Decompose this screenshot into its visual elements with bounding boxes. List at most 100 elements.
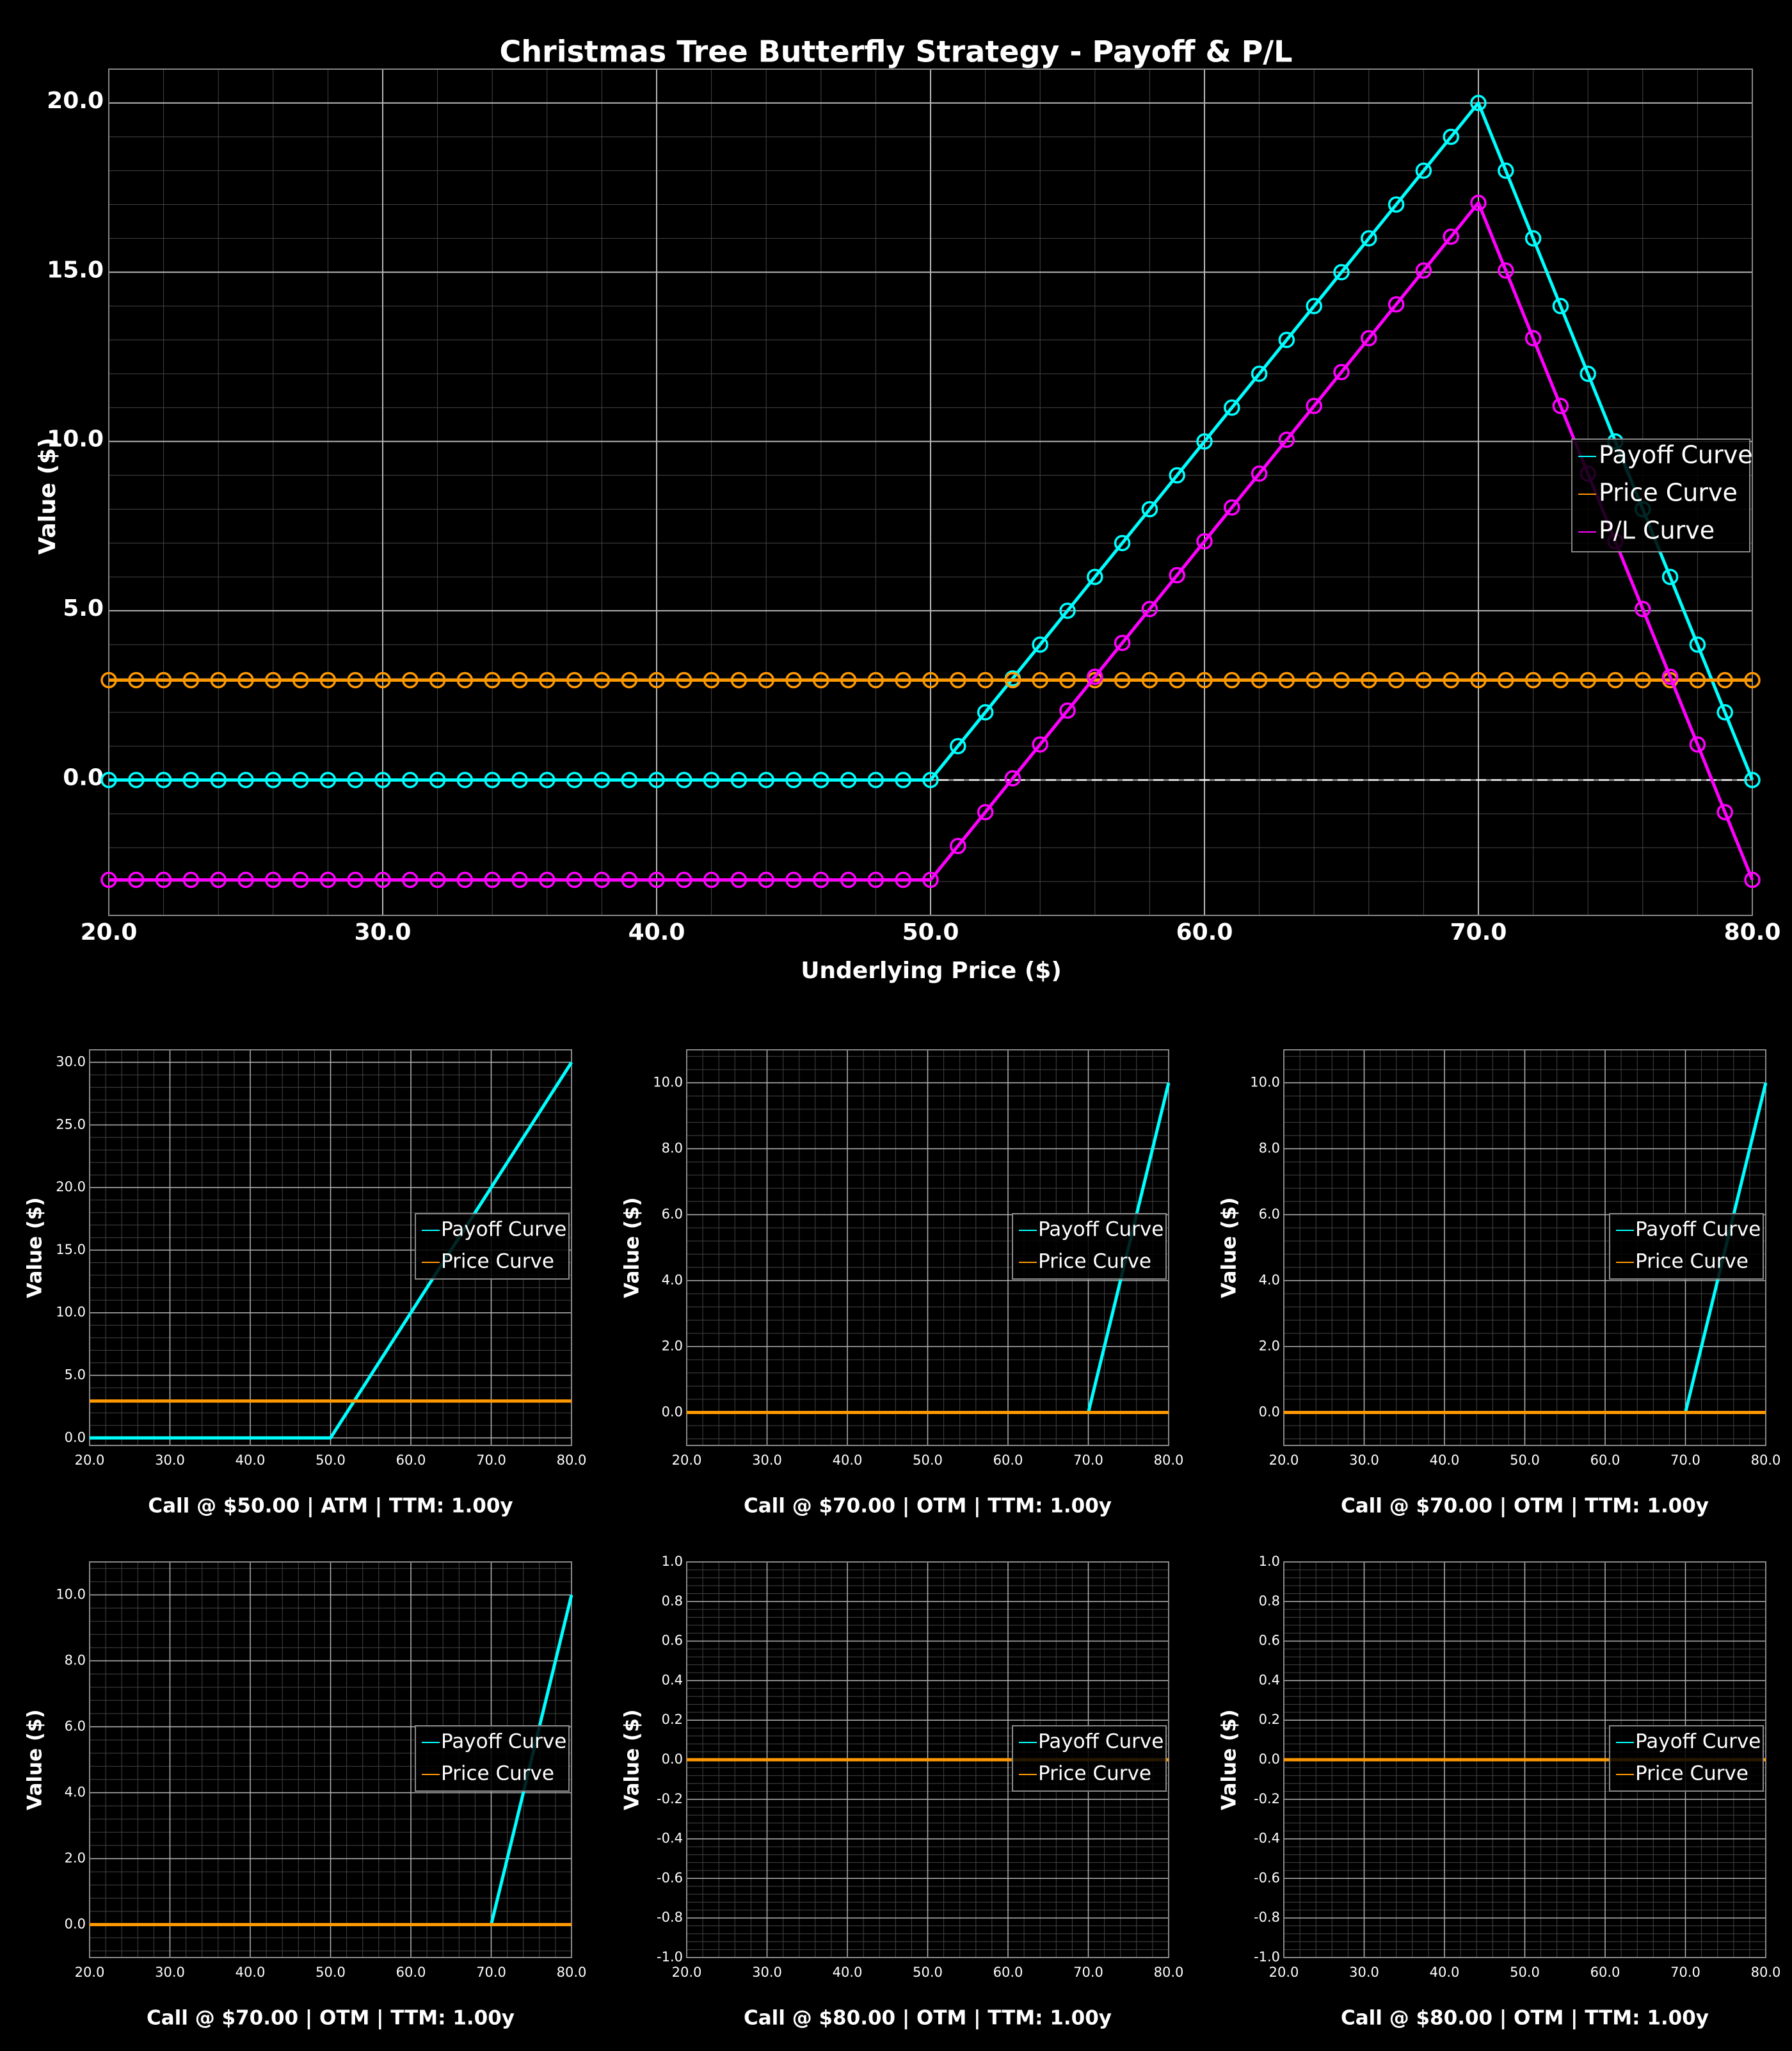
data-point-marker — [1388, 296, 1405, 313]
x-tick-label: 30.0 — [752, 1965, 782, 1980]
x-tick-label: 50.0 — [1510, 1965, 1540, 1980]
series-line-0 — [90, 1061, 573, 1440]
data-point-marker — [1744, 672, 1761, 689]
y-tick-label: 2.0 — [662, 1339, 683, 1354]
data-point-marker — [703, 771, 720, 789]
chart-5: 20.0 30.0 40.0 50.0 60.0 70.0 80.0 -1.0 -0.8 -0.6… — [621, 1554, 1184, 2030]
x-tick-label: 60.0 — [993, 1452, 1023, 1468]
y-tick-label: 0.8 — [1259, 1593, 1280, 1609]
plot-frame — [686, 1049, 1169, 1446]
legend: Payoff Curve Price Curve — [1609, 1725, 1764, 1792]
data-point-marker — [621, 871, 637, 889]
data-point-marker — [265, 672, 282, 689]
data-point-marker — [593, 871, 611, 889]
y-tick-label: -0.6 — [657, 1870, 683, 1885]
y-tick-label: 2.0 — [65, 1851, 86, 1866]
y-tick-label: 0.6 — [662, 1633, 683, 1648]
y-axis-label: Value ($) — [621, 1709, 644, 1810]
plot-frame — [89, 1049, 572, 1446]
y-tick-label: 10.0 — [653, 1075, 683, 1090]
chart-4: 20.0 30.0 40.0 50.0 60.0 70.0 80.0 0.0 2.0 4.0 6.0… — [24, 1561, 586, 2030]
x-tick-label: 60.0 — [1590, 1965, 1620, 1980]
data-point-marker — [347, 871, 364, 889]
y-tick-label: -1.0 — [657, 1949, 683, 1965]
data-point-marker — [1443, 129, 1459, 145]
data-point-marker — [456, 771, 474, 789]
x-tick-label: 40.0 — [833, 1965, 863, 1980]
data-point-marker — [511, 871, 528, 889]
data-point-marker — [1716, 803, 1733, 821]
data-point-marker — [593, 672, 611, 689]
y-tick-label: -0.8 — [657, 1910, 683, 1925]
y-tick-label: 0.2 — [1259, 1712, 1280, 1727]
data-point-marker — [867, 871, 884, 889]
data-point-marker — [676, 871, 692, 889]
data-point-marker — [210, 871, 227, 889]
y-tick-label: 0.4 — [662, 1672, 683, 1687]
data-point-marker — [539, 672, 556, 689]
legend-box — [1571, 438, 1750, 552]
legend-label: Payoff Curve — [441, 1218, 566, 1241]
data-point-marker — [1661, 568, 1679, 585]
data-point-marker — [1196, 672, 1213, 689]
y-tick-label: 30.0 — [56, 1054, 86, 1070]
chart-title: Christmas Tree Butterfly Strategy - Payo… — [500, 35, 1293, 69]
data-point-marker — [922, 771, 939, 789]
data-point-marker — [1443, 229, 1459, 245]
legend-box — [1609, 1725, 1764, 1792]
x-tick-label: 20.0 — [1269, 1965, 1299, 1980]
data-point-marker — [100, 871, 117, 889]
data-point-marker — [1689, 636, 1706, 653]
data-point-marker — [128, 871, 145, 889]
data-point-marker — [1333, 364, 1350, 381]
legend-label: Payoff Curve — [1635, 1218, 1761, 1241]
data-point-marker — [730, 771, 748, 789]
y-axis-label: Value ($) — [35, 437, 61, 554]
x-tick-label: 80.0 — [1154, 1452, 1184, 1468]
data-point-marker — [1196, 533, 1213, 550]
data-point-marker — [1524, 672, 1542, 689]
legend: Payoff Curve Price Curve — [415, 1725, 570, 1792]
data-point-marker — [237, 871, 254, 889]
x-tick-label: 70.0 — [1073, 1452, 1103, 1468]
legend-box — [1012, 1725, 1167, 1792]
x-tick-label: 60.0 — [396, 1965, 426, 1980]
x-tick-label: 30.0 — [155, 1965, 185, 1980]
legend-label: Payoff Curve — [1635, 1730, 1761, 1753]
data-point-marker — [1141, 600, 1158, 618]
data-point-marker — [977, 672, 994, 689]
legend: Payoff Curve Price Curve — [415, 1213, 570, 1280]
x-tick-label: 20.0 — [81, 919, 138, 945]
data-point-marker — [402, 871, 419, 889]
data-point-marker — [977, 704, 994, 721]
data-point-marker — [1306, 672, 1322, 689]
y-tick-label: -0.8 — [1254, 1910, 1280, 1925]
y-tick-label: 4.0 — [65, 1785, 86, 1800]
data-point-marker — [539, 871, 556, 889]
y-tick-label: 10.0 — [56, 1305, 86, 1320]
x-tick-label: 70.0 — [1073, 1965, 1103, 1980]
x-tick-label: 30.0 — [355, 919, 412, 945]
x-tick-label: 50.0 — [316, 1452, 346, 1468]
data-point-marker — [456, 672, 474, 689]
x-tick-label: 60.0 — [396, 1452, 426, 1468]
y-tick-label: 15.0 — [47, 257, 104, 283]
data-point-marker — [100, 672, 117, 689]
data-point-marker — [1169, 567, 1185, 584]
data-point-marker — [100, 771, 117, 789]
data-point-marker — [1169, 672, 1185, 689]
data-point-marker — [1306, 398, 1322, 414]
x-tick-label: 40.0 — [1430, 1965, 1460, 1980]
x-tick-label: 80.0 — [557, 1452, 587, 1468]
legend-box — [415, 1213, 570, 1280]
data-point-marker — [758, 672, 774, 689]
data-point-marker — [292, 871, 309, 889]
data-point-marker — [785, 672, 802, 689]
chart-1: 20.0 30.0 40.0 50.0 60.0 70.0 80.0 0.0 5.0 10.0 15… — [24, 1049, 587, 1518]
data-point-marker — [621, 771, 637, 789]
legend-label: Price Curve — [1635, 1762, 1748, 1785]
x-tick-label: 60.0 — [1590, 1452, 1620, 1468]
y-axis-label: Value ($) — [1218, 1197, 1241, 1298]
data-point-marker — [1224, 399, 1240, 416]
data-point-marker — [1580, 366, 1596, 382]
